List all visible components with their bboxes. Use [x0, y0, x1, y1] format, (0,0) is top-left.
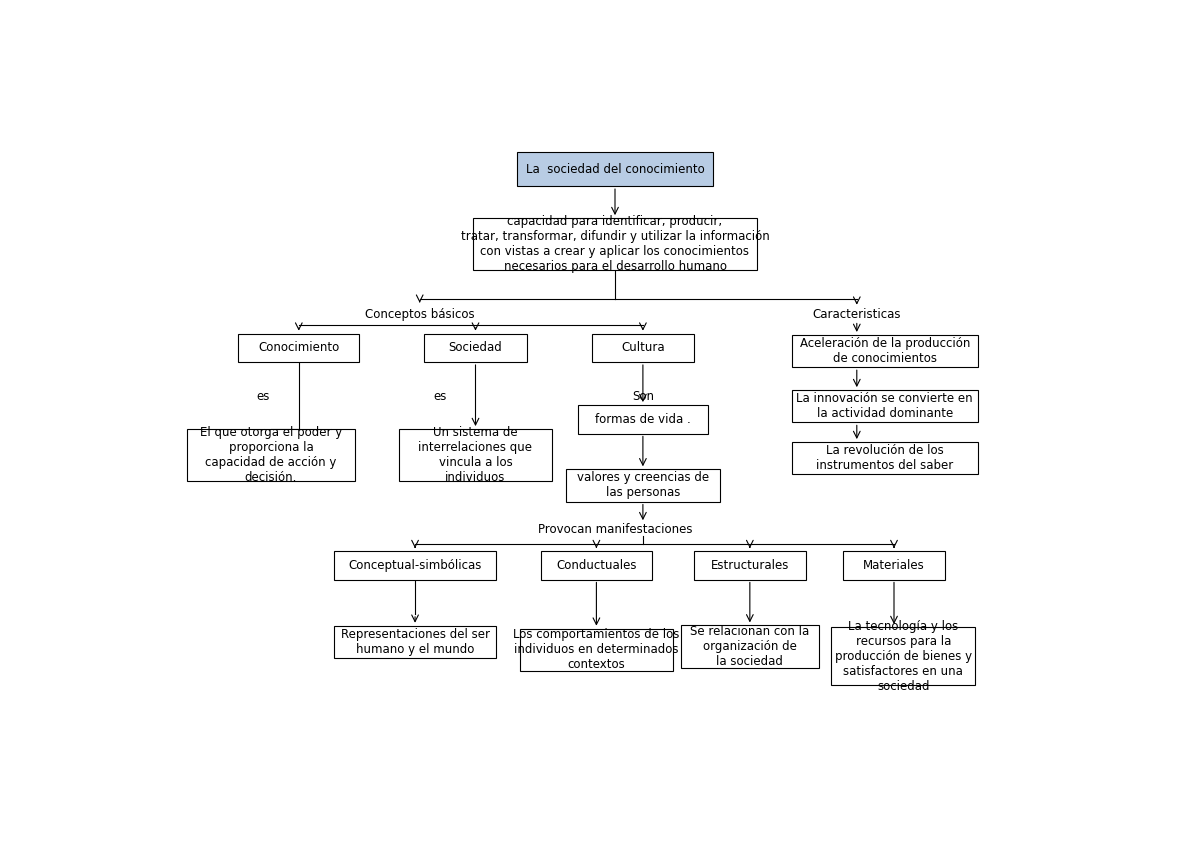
- FancyBboxPatch shape: [694, 551, 805, 579]
- Text: La tecnología y los
recursos para la
producción de bienes y
satisfactores en una: La tecnología y los recursos para la pro…: [835, 620, 972, 693]
- FancyBboxPatch shape: [520, 629, 673, 671]
- FancyBboxPatch shape: [578, 405, 708, 433]
- FancyBboxPatch shape: [334, 626, 497, 658]
- FancyBboxPatch shape: [334, 551, 497, 579]
- Text: Se relacionan con la
organización de
la sociedad: Se relacionan con la organización de la …: [690, 625, 810, 668]
- Text: Conductuales: Conductuales: [556, 559, 637, 572]
- Text: es: es: [257, 390, 270, 403]
- Text: Son: Son: [632, 390, 654, 403]
- Text: Estructurales: Estructurales: [710, 559, 790, 572]
- FancyBboxPatch shape: [842, 551, 946, 579]
- FancyBboxPatch shape: [832, 627, 976, 685]
- Text: es: es: [433, 390, 446, 403]
- FancyBboxPatch shape: [566, 470, 720, 502]
- FancyBboxPatch shape: [682, 626, 818, 668]
- FancyBboxPatch shape: [398, 429, 552, 481]
- Text: Materiales: Materiales: [863, 559, 925, 572]
- Text: Representaciones del ser
humano y el mundo: Representaciones del ser humano y el mun…: [341, 628, 490, 656]
- Text: La revolución de los
instrumentos del saber: La revolución de los instrumentos del sa…: [816, 444, 953, 472]
- Text: La innovación se convierte en
la actividad dominante: La innovación se convierte en la activid…: [797, 392, 973, 421]
- FancyBboxPatch shape: [792, 442, 978, 475]
- Text: capacidad para identificar, producir,
tratar, transformar, difundir y utilizar l: capacidad para identificar, producir, tr…: [461, 215, 769, 273]
- Text: La  sociedad del conocimiento: La sociedad del conocimiento: [526, 163, 704, 176]
- FancyBboxPatch shape: [792, 390, 978, 422]
- Text: Provocan manifestaciones: Provocan manifestaciones: [538, 523, 692, 536]
- FancyBboxPatch shape: [187, 429, 355, 481]
- Text: Caracteristicas: Caracteristicas: [812, 308, 901, 320]
- FancyBboxPatch shape: [792, 335, 978, 368]
- Text: Un sistema de
interrelaciones que
vincula a los
individuos: Un sistema de interrelaciones que vincul…: [419, 426, 533, 484]
- FancyBboxPatch shape: [473, 218, 757, 270]
- Text: El que otorga el poder y
proporciona la
capacidad de acción y
decisión.: El que otorga el poder y proporciona la …: [199, 426, 342, 484]
- FancyBboxPatch shape: [540, 551, 653, 579]
- Text: Aceleración de la producción
de conocimientos: Aceleración de la producción de conocimi…: [799, 337, 970, 365]
- Text: formas de vida .: formas de vida .: [595, 413, 691, 426]
- Text: Sociedad: Sociedad: [449, 341, 503, 354]
- Text: Cultura: Cultura: [622, 341, 665, 354]
- Text: valores y creencias de
las personas: valores y creencias de las personas: [577, 471, 709, 499]
- FancyBboxPatch shape: [239, 334, 359, 362]
- FancyBboxPatch shape: [425, 334, 527, 362]
- FancyBboxPatch shape: [517, 153, 713, 186]
- Text: Los comportamientos de los
individuos en determinados
contextos: Los comportamientos de los individuos en…: [514, 628, 679, 671]
- Text: Conceptos básicos: Conceptos básicos: [365, 308, 474, 320]
- FancyBboxPatch shape: [592, 334, 694, 362]
- Text: Conceptual-simbólicas: Conceptual-simbólicas: [348, 559, 481, 572]
- Text: Conocimiento: Conocimiento: [258, 341, 340, 354]
